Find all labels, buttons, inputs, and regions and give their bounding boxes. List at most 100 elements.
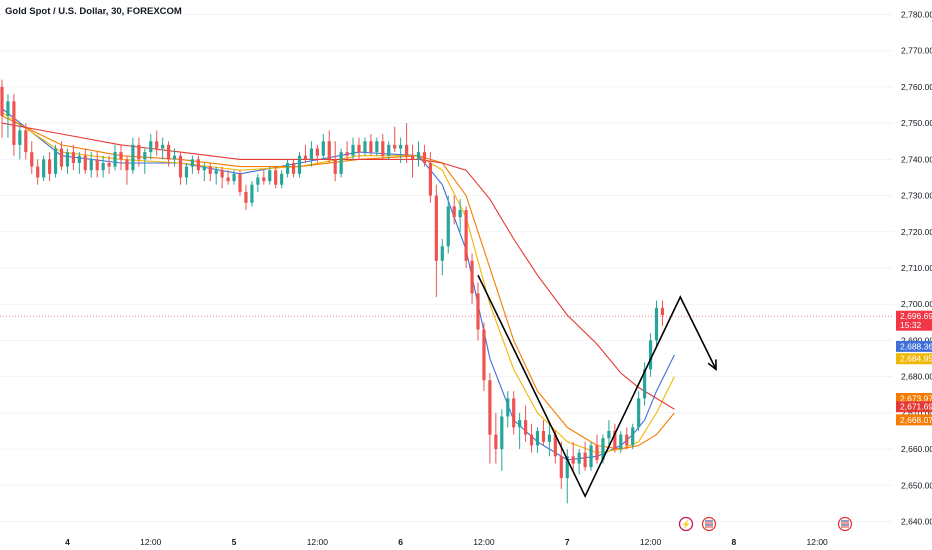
us-flag-event-icon (837, 516, 853, 532)
candle (30, 141, 34, 174)
y-tick-label: 2,680.00 (901, 372, 932, 382)
price-badge-value: 2,668.07 (900, 415, 932, 425)
candle (53, 144, 58, 178)
candle-body (143, 152, 147, 160)
candle (405, 123, 409, 163)
candle (238, 170, 242, 196)
candle (214, 166, 218, 185)
candle (220, 166, 224, 189)
price-badges: 2,696.6915:322,688.362,684.952,673.972,6… (896, 310, 932, 426)
candle-body (583, 452, 587, 468)
candle-body (434, 195, 438, 261)
candle (529, 423, 534, 453)
y-tick-label: 2,740.00 (901, 154, 932, 164)
candle (541, 420, 546, 446)
candle (589, 441, 593, 471)
price-axis: 2,780.00 2,770.00 2,760.00 2,750.00 2,740.00… (901, 9, 932, 526)
y-tick-label: 2,780.00 (901, 9, 932, 19)
candle-body (226, 177, 230, 182)
candle-body (565, 456, 569, 479)
candle (77, 152, 81, 174)
candle-body (113, 152, 117, 167)
candle-body (416, 152, 421, 160)
candle-body (101, 162, 105, 171)
x-tick-label: 12:00 (640, 537, 662, 547)
candle-body (184, 166, 189, 178)
candle-body (12, 101, 16, 145)
candle-body (149, 141, 153, 153)
candle-body (357, 144, 361, 153)
candle (143, 148, 147, 174)
grid (0, 13, 893, 523)
price-badge-bg (896, 340, 932, 352)
candle (196, 155, 200, 174)
candle-body (196, 159, 200, 171)
y-tick-label: 2,720.00 (901, 227, 932, 237)
candle (119, 144, 123, 171)
candle-body (333, 159, 337, 174)
candle (440, 239, 444, 276)
candle-body (250, 184, 254, 203)
candle-body (399, 144, 403, 149)
candle-body (155, 141, 159, 149)
candle-body (660, 307, 665, 316)
candle (333, 141, 337, 182)
us-flag-event-icon (701, 516, 717, 532)
candle-body (452, 206, 456, 218)
candle (363, 137, 367, 156)
candle (631, 423, 635, 450)
svg-text:⚡: ⚡ (681, 519, 691, 529)
candle-body (369, 141, 373, 153)
candle (36, 159, 40, 185)
candle (274, 166, 278, 189)
candle-body (119, 152, 123, 160)
price-badge: 2,688.36 (896, 340, 932, 352)
candle-body (59, 148, 64, 167)
candle-body (89, 159, 93, 171)
moving-average-line (1, 122, 675, 410)
candle (268, 166, 272, 185)
candle (512, 391, 516, 435)
price-badge-bg (896, 401, 932, 413)
candle-body (506, 398, 510, 417)
candle-body (422, 152, 427, 163)
candle (113, 144, 117, 171)
candle (125, 155, 129, 185)
candle-body (167, 144, 171, 160)
candle (65, 148, 70, 174)
candle-body (470, 260, 474, 294)
candle (535, 427, 540, 453)
candle-body (83, 155, 87, 171)
time-axis: 4 12:00 5 12:00 6 12:00 7 12:00 8 12:00 (65, 537, 828, 547)
candle-body (535, 430, 540, 446)
chart-title: Gold Spot / U.S. Dollar, 30, FOREXCOM (5, 6, 182, 17)
candle-body (220, 170, 224, 178)
candle (595, 434, 599, 464)
candle-body (648, 340, 653, 370)
candle (547, 423, 551, 457)
candle (59, 141, 64, 171)
x-tick-label: 6 (398, 537, 403, 547)
candle-body (446, 206, 450, 247)
candle (410, 144, 415, 178)
price-badge-time: 15:32 (900, 320, 922, 330)
candle-body (571, 456, 575, 464)
candle (637, 391, 641, 431)
candle (172, 148, 177, 167)
candle-body (327, 141, 331, 160)
candle (345, 141, 349, 160)
drawn-projection (477, 274, 717, 499)
candle (71, 144, 75, 171)
candle (369, 134, 373, 156)
candle-body (654, 307, 659, 341)
price-badge-bg (896, 310, 932, 331)
candle-body (631, 427, 635, 446)
candle-body (512, 398, 516, 428)
candle-body (214, 170, 218, 174)
candle (660, 300, 665, 326)
candle (625, 427, 629, 450)
candle-body (208, 166, 212, 174)
candle (6, 94, 10, 138)
